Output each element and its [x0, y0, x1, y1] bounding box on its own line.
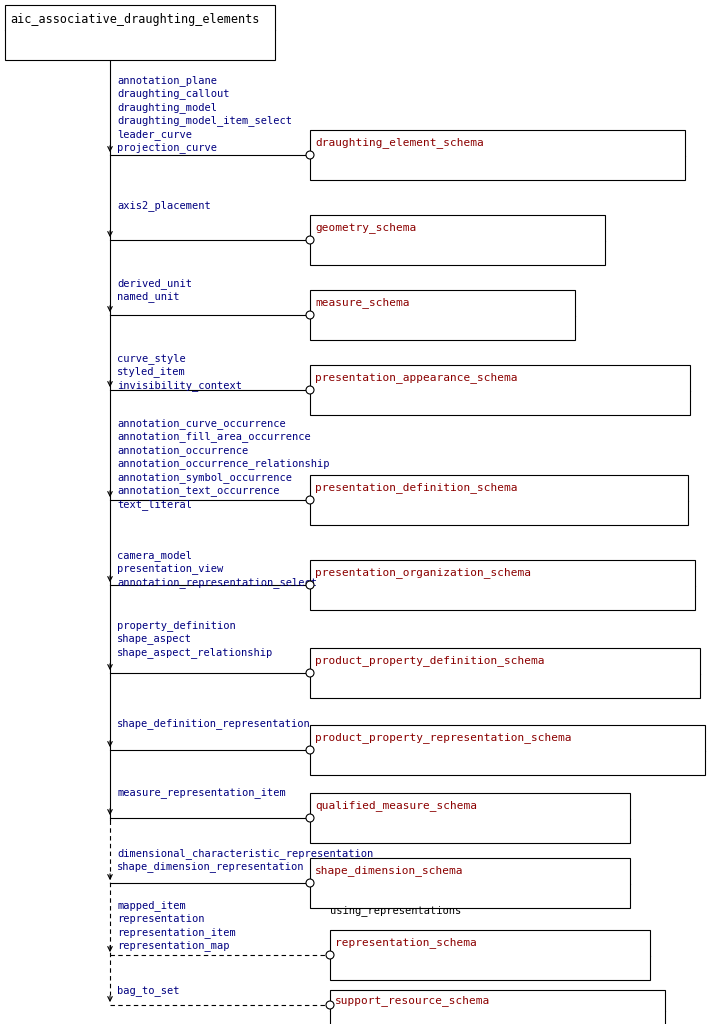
Text: product_property_representation_schema: product_property_representation_schema — [315, 732, 572, 743]
Bar — [310, 725, 705, 775]
Bar — [310, 215, 605, 265]
Text: shape_aspect_relationship: shape_aspect_relationship — [117, 647, 273, 657]
Text: annotation_occurrence: annotation_occurrence — [117, 445, 248, 456]
Circle shape — [306, 496, 314, 504]
Circle shape — [326, 951, 334, 959]
Circle shape — [306, 311, 314, 319]
Text: presentation_definition_schema: presentation_definition_schema — [315, 482, 518, 494]
Circle shape — [306, 236, 314, 244]
Text: representation_map: representation_map — [117, 940, 229, 951]
Text: representation_schema: representation_schema — [335, 938, 477, 948]
Text: measure_schema: measure_schema — [315, 298, 409, 308]
Circle shape — [306, 746, 314, 754]
Text: shape_dimension_schema: shape_dimension_schema — [315, 865, 464, 877]
Bar — [310, 793, 630, 843]
Text: annotation_text_occurrence: annotation_text_occurrence — [117, 485, 280, 497]
Text: property_definition: property_definition — [117, 620, 236, 631]
Text: draughting_element_schema: draughting_element_schema — [315, 137, 483, 148]
Circle shape — [306, 814, 314, 822]
Text: shape_dimension_representation: shape_dimension_representation — [117, 861, 305, 872]
Text: presentation_view: presentation_view — [117, 563, 224, 574]
Text: geometry_schema: geometry_schema — [315, 222, 417, 233]
Text: product_property_definition_schema: product_property_definition_schema — [315, 655, 545, 667]
Text: draughting_model_item_select: draughting_model_item_select — [117, 116, 292, 126]
Text: aic_associative_draughting_elements: aic_associative_draughting_elements — [10, 13, 259, 26]
Bar — [310, 290, 575, 340]
Text: support_resource_schema: support_resource_schema — [335, 995, 491, 1006]
Circle shape — [306, 386, 314, 394]
Text: bag_to_set: bag_to_set — [117, 985, 179, 996]
Bar — [5, 5, 275, 60]
Text: annotation_symbol_occurrence: annotation_symbol_occurrence — [117, 472, 292, 483]
Circle shape — [306, 581, 314, 589]
Text: shape_definition_representation: shape_definition_representation — [117, 718, 310, 729]
Text: named_unit: named_unit — [117, 292, 179, 302]
Text: measure_representation_item: measure_representation_item — [117, 787, 286, 798]
Text: qualified_measure_schema: qualified_measure_schema — [315, 801, 477, 811]
Text: using_representations: using_representations — [330, 905, 461, 915]
Text: text_literal: text_literal — [117, 499, 192, 510]
Bar — [310, 560, 695, 610]
Bar — [310, 130, 685, 180]
Text: shape_aspect: shape_aspect — [117, 634, 192, 644]
Bar — [330, 990, 665, 1024]
Text: curve_style: curve_style — [117, 353, 186, 364]
Bar — [310, 475, 688, 525]
Circle shape — [306, 879, 314, 887]
Text: annotation_curve_occurrence: annotation_curve_occurrence — [117, 418, 286, 429]
Text: dimensional_characteristic_representation: dimensional_characteristic_representatio… — [117, 848, 373, 859]
Bar — [330, 930, 650, 980]
Text: derived_unit: derived_unit — [117, 278, 192, 289]
Text: representation: representation — [117, 913, 204, 924]
Text: draughting_model: draughting_model — [117, 102, 217, 113]
Text: invisibility_context: invisibility_context — [117, 380, 242, 391]
Circle shape — [326, 1001, 334, 1009]
Bar — [310, 858, 630, 908]
Text: leader_curve: leader_curve — [117, 129, 192, 140]
Text: presentation_appearance_schema: presentation_appearance_schema — [315, 373, 518, 383]
Text: draughting_callout: draughting_callout — [117, 88, 229, 99]
Bar — [310, 648, 700, 698]
Text: projection_curve: projection_curve — [117, 142, 217, 154]
Text: styled_item: styled_item — [117, 367, 186, 378]
Text: presentation_organization_schema: presentation_organization_schema — [315, 567, 531, 579]
Text: representation_item: representation_item — [117, 927, 236, 938]
Bar — [310, 365, 690, 415]
Circle shape — [306, 151, 314, 159]
Circle shape — [306, 669, 314, 677]
Text: annotation_plane: annotation_plane — [117, 75, 217, 86]
Text: axis2_placement: axis2_placement — [117, 200, 211, 211]
Text: mapped_item: mapped_item — [117, 900, 186, 911]
Text: annotation_fill_area_occurrence: annotation_fill_area_occurrence — [117, 431, 310, 442]
Text: annotation_representation_select: annotation_representation_select — [117, 577, 317, 588]
Text: camera_model: camera_model — [117, 550, 192, 561]
Text: annotation_occurrence_relationship: annotation_occurrence_relationship — [117, 459, 330, 469]
